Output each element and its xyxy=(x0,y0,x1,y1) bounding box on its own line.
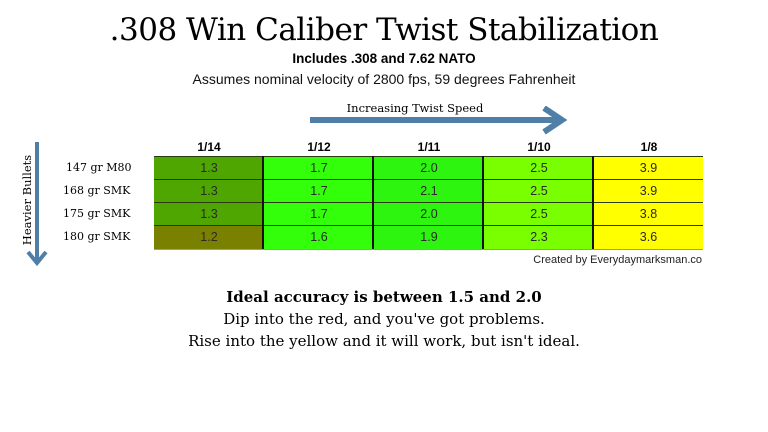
column-divider xyxy=(482,156,484,249)
table-cell: 2.0 xyxy=(374,202,484,225)
table-cell: 2.0 xyxy=(374,156,484,179)
arrow-right-icon xyxy=(310,106,568,135)
row-label: 168 gr SMK xyxy=(63,184,131,197)
table-cell: 1.3 xyxy=(154,179,264,202)
table-cell: 2.1 xyxy=(374,179,484,202)
chart-subtitle: Includes .308 and 7.62 NATO xyxy=(292,51,476,66)
table-cell: 1.2 xyxy=(154,225,264,249)
x-axis-label: Increasing Twist Speed xyxy=(346,101,484,115)
column-header: 1/11 xyxy=(417,140,441,154)
table-cell: 1.7 xyxy=(264,202,374,225)
chart-title: .308 Win Caliber Twist Stabilization xyxy=(109,12,659,48)
arrow-down-icon xyxy=(26,142,48,267)
table-cell: 1.9 xyxy=(374,225,484,249)
row-label: 147 gr M80 xyxy=(66,161,132,174)
ideal-range-note: Ideal accuracy is between 1.5 and 2.0 xyxy=(226,288,542,306)
column-divider xyxy=(262,156,264,249)
table-cell: 2.5 xyxy=(484,202,594,225)
column-header: 1/14 xyxy=(197,140,221,154)
table-cell: 1.3 xyxy=(154,156,264,179)
table-cell: 3.8 xyxy=(594,202,703,225)
column-header: 1/12 xyxy=(307,140,331,154)
assumption-text: Assumes nominal velocity of 2800 fps, 59… xyxy=(192,71,576,87)
y-axis-label: Heavier Bullets xyxy=(20,154,34,246)
table-cell: 1.6 xyxy=(264,225,374,249)
column-header: 1/10 xyxy=(527,140,551,154)
table-cell: 1.7 xyxy=(264,179,374,202)
table-cell: 3.9 xyxy=(594,156,703,179)
table-cell: 3.9 xyxy=(594,179,703,202)
column-header: 1/8 xyxy=(640,140,658,154)
row-label: 175 gr SMK xyxy=(63,207,131,220)
table-cell: 1.7 xyxy=(264,156,374,179)
table-cell: 2.5 xyxy=(484,179,594,202)
row-label: 180 gr SMK xyxy=(63,230,131,243)
table-cell: 2.3 xyxy=(484,225,594,249)
credit-text: Created by Everydaymarksman.co xyxy=(533,254,702,266)
table-grid: 1.3 1.7 2.0 2.5 3.9 1.3 1.7 2.1 2.5 3.9 … xyxy=(154,156,703,250)
red-warning-note: Dip into the red, and you've got problem… xyxy=(223,310,545,328)
table-cell: 3.6 xyxy=(594,225,703,249)
yellow-warning-note: Rise into the yellow and it will work, b… xyxy=(188,332,580,350)
column-divider xyxy=(592,156,594,249)
table-cell: 2.5 xyxy=(484,156,594,179)
column-divider xyxy=(372,156,374,249)
table-cell: 1.3 xyxy=(154,202,264,225)
